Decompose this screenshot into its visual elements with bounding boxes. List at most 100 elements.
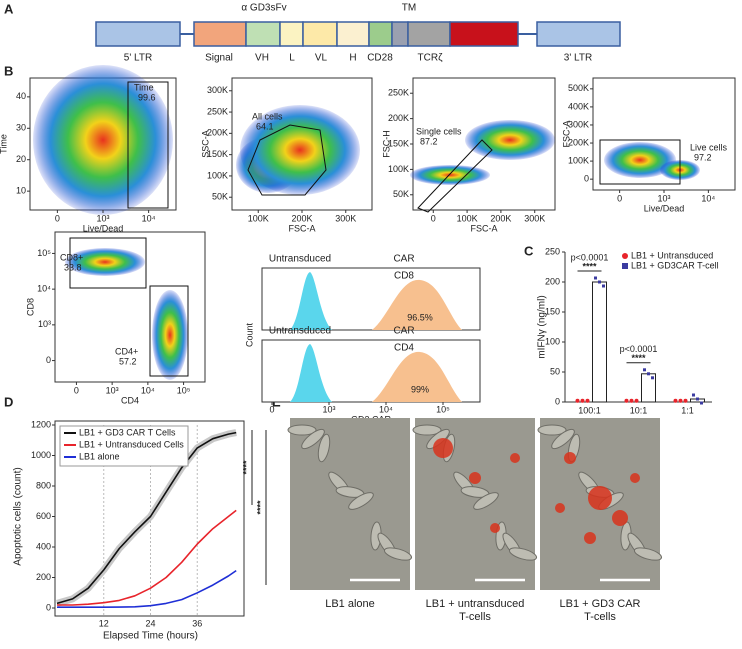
construct-segment	[279, 21, 304, 47]
segment-label: 3' LTR	[564, 53, 592, 64]
y-axis-label: Apoptotic cells (count)	[13, 467, 24, 565]
panel-label: A	[4, 1, 14, 16]
x-tick-label: 24	[145, 618, 155, 628]
density-cloud	[604, 142, 676, 178]
x-tick-label: 10³	[106, 385, 119, 395]
histogram-left-label: Untransduced	[269, 326, 331, 337]
y-tick-label: 0	[46, 602, 51, 612]
x-tick-label: 36	[192, 618, 202, 628]
significance: ****	[582, 261, 597, 271]
histogram-marker: CD8	[394, 271, 414, 282]
x-tick-label: 0	[617, 193, 622, 203]
x-tick-label: 0	[431, 213, 436, 223]
segment-label: TCRζ	[418, 53, 444, 64]
x-axis-label: FSC-A	[471, 223, 498, 233]
x-axis-label: Elapsed Time (hours)	[103, 631, 198, 642]
x-tick-label: 10⁴	[379, 404, 393, 414]
histogram-percent: 96.5%	[407, 312, 433, 322]
x-axis-label: FSC-A	[289, 223, 316, 233]
y-tick-label: 150K	[388, 138, 409, 148]
point	[700, 401, 703, 405]
panel-label: B	[4, 63, 13, 78]
y-tick-label: 40	[16, 91, 26, 101]
histogram-left-label: Untransduced	[269, 254, 331, 265]
y-axis-label: SSC-A	[200, 130, 210, 158]
legend-swatch	[622, 263, 628, 269]
y-tick-label: 400K	[568, 101, 589, 111]
point	[575, 398, 580, 403]
x-tick-label: 300K	[524, 213, 545, 223]
x-tick-label: 10³	[322, 404, 335, 414]
stained-cell	[555, 503, 565, 513]
cell	[317, 433, 331, 463]
stained-cell	[588, 486, 612, 510]
x-tick-label: 10³	[96, 213, 109, 223]
histogram-untransduced	[290, 272, 332, 330]
stained-cell	[469, 472, 481, 484]
gate-name: CD4+	[115, 346, 138, 356]
y-axis-label: FSC-H	[381, 130, 391, 158]
stained-cell	[510, 453, 520, 463]
series-line	[57, 569, 237, 608]
gate-value: 57.2	[119, 356, 137, 366]
y-tick-label: 150K	[207, 149, 228, 159]
cell	[551, 428, 575, 450]
x-tick-label: 200K	[490, 213, 511, 223]
y-tick-label: 200	[36, 572, 51, 582]
segment-label: VL	[315, 53, 328, 64]
y-tick-label: 600	[36, 511, 51, 521]
cell	[412, 424, 442, 436]
histogram-percent: 99%	[411, 384, 429, 394]
domain-label: α GD3sFv	[241, 3, 286, 14]
image-caption: LB1 alone	[325, 598, 375, 610]
y-tick-label: 200K	[388, 113, 409, 123]
y-tick-label: 200K	[568, 137, 589, 147]
segment-label: CD28	[367, 53, 393, 64]
x-tick-label: 100K	[457, 213, 478, 223]
construct-segment	[449, 21, 519, 47]
y-tick-label: 250K	[207, 106, 228, 116]
histogram-car	[372, 351, 462, 402]
legend-label: LB1 alone	[79, 451, 120, 461]
y-tick-label: 1200	[31, 419, 51, 429]
segment-label: Signal	[205, 53, 233, 64]
gate	[69, 237, 147, 289]
y-tick-label: 250	[545, 246, 560, 256]
cell	[473, 492, 499, 510]
y-axis-label: Time	[0, 134, 8, 154]
cell	[301, 428, 325, 450]
significance: ****	[631, 353, 646, 363]
gate-value: 97.2	[694, 152, 712, 162]
point	[678, 398, 683, 403]
gate-name: Live cells	[690, 142, 728, 152]
y-tick-label: 20	[16, 154, 26, 164]
p-value: p<0.0001	[571, 252, 609, 262]
x-axis-label: Live/Dead	[83, 223, 124, 233]
y-tick-label: 100	[545, 336, 560, 346]
y-tick-label: 200	[545, 276, 560, 286]
density-cloud	[65, 248, 145, 276]
point	[580, 398, 585, 403]
x-tick-label: 10⁵	[436, 404, 450, 414]
y-tick-label: 100K	[207, 170, 228, 180]
bar	[592, 281, 607, 403]
histogram-untransduced	[290, 344, 332, 402]
stained-cell	[564, 452, 576, 464]
x-tick-label: 200K	[291, 213, 312, 223]
p-value: p<0.0001	[620, 344, 658, 354]
point	[643, 368, 646, 372]
gate	[247, 124, 327, 196]
series-line	[57, 509, 237, 606]
gate-value: 33.8	[64, 262, 82, 272]
point	[647, 372, 650, 376]
y-tick-label: 100K	[388, 164, 409, 174]
y-tick-label: 10	[16, 186, 26, 196]
y-tick-label: 0	[584, 174, 589, 184]
y-tick-label: 100K	[568, 155, 589, 165]
gate	[599, 139, 681, 185]
construct-segment	[368, 21, 393, 47]
cell	[383, 547, 413, 561]
gate	[149, 285, 189, 377]
y-tick-label: 500K	[568, 83, 589, 93]
point	[624, 398, 629, 403]
